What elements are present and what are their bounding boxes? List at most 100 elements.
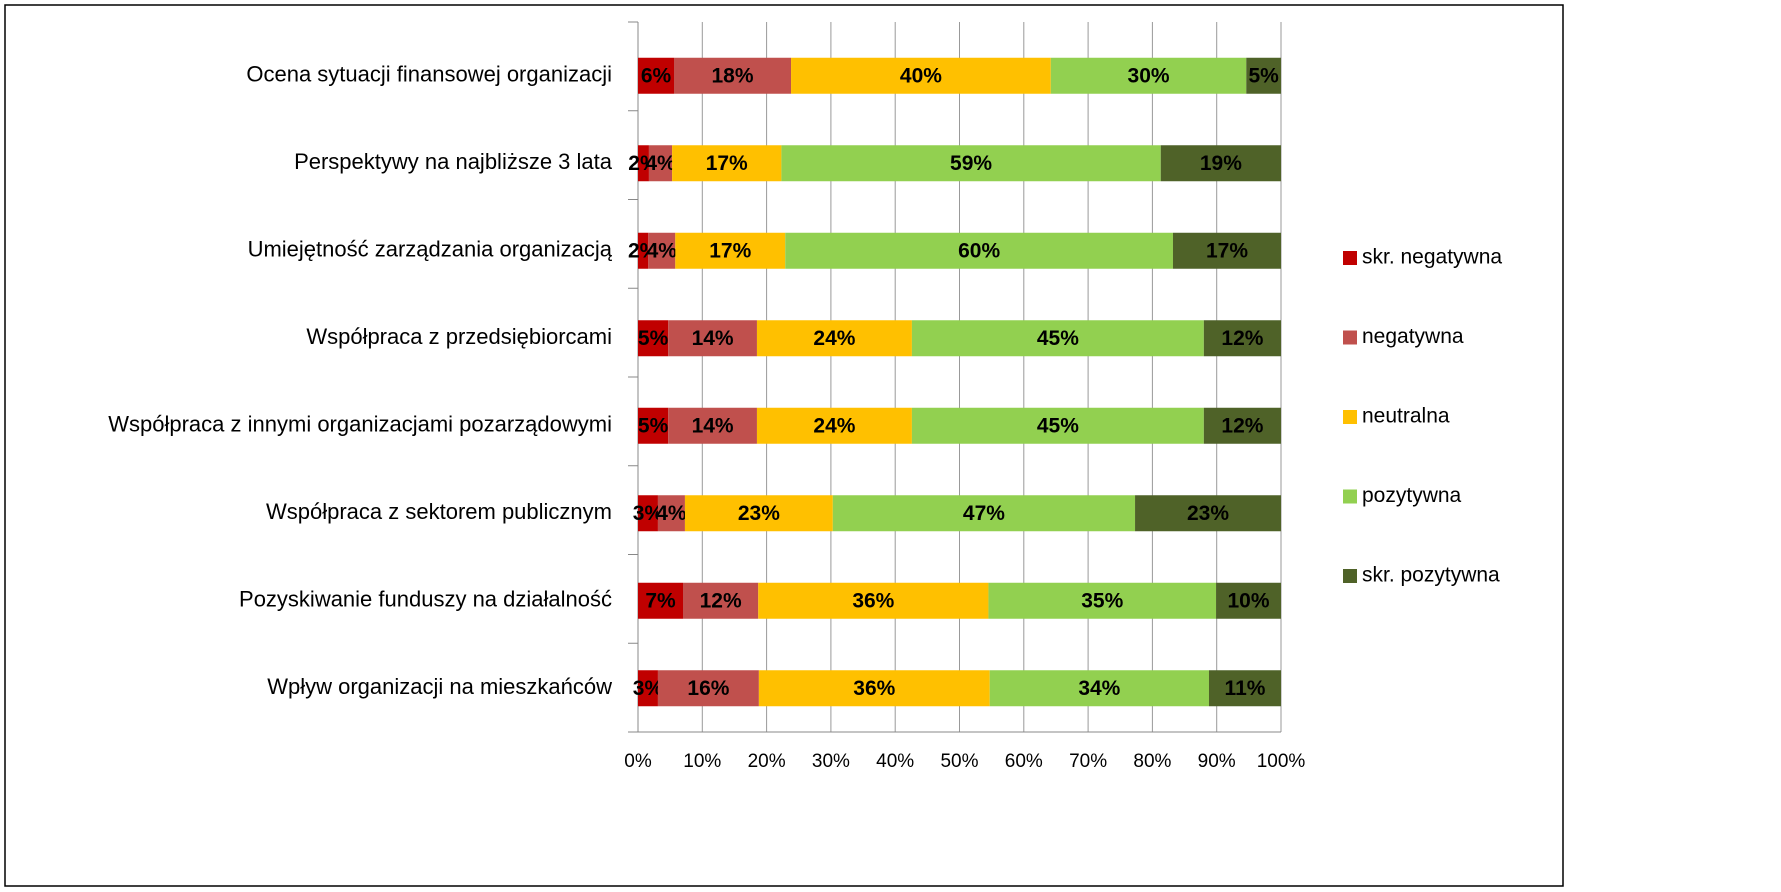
data-label: 17% [1206, 239, 1248, 262]
bar-segment [638, 670, 658, 707]
x-tick-label: 20% [748, 751, 786, 772]
x-tick-label: 0% [624, 751, 652, 772]
legend-swatch [1343, 251, 1357, 265]
y-tick-label: Wpływ organizacji na mieszkańców [267, 674, 612, 699]
legend-label: skr. negatywna [1362, 246, 1502, 269]
bar-segment [683, 582, 759, 619]
data-label: 24% [813, 327, 855, 350]
data-label: 47% [963, 502, 1005, 525]
data-label: 11% [1225, 677, 1266, 700]
x-tick-label: 50% [940, 751, 978, 772]
bar-segment [675, 232, 786, 269]
bar-segment [684, 495, 833, 532]
data-label: 24% [813, 414, 855, 437]
bar-segment [668, 407, 757, 444]
data-label: 40% [900, 64, 942, 87]
bar-segment [638, 320, 669, 357]
bar-segment [1246, 57, 1281, 94]
y-tick-label: Współpraca z przedsiębiorcami [306, 324, 612, 349]
y-tick-label: Współpraca z innymi organizacjami pozarz… [108, 412, 612, 437]
legend-label: negatywna [1362, 325, 1464, 348]
bar-segment [1216, 582, 1281, 619]
x-tick-label: 30% [812, 751, 850, 772]
data-label: 34% [1078, 677, 1120, 700]
bar-segment [648, 232, 676, 269]
bar-segment [781, 145, 1161, 182]
bar-segment [911, 320, 1204, 357]
data-label: 45% [1037, 327, 1079, 350]
data-label: 10% [1228, 589, 1270, 612]
bar-segment [638, 495, 658, 532]
bar-segment [785, 232, 1173, 269]
data-label: 12% [1221, 414, 1263, 437]
legend-swatch [1343, 569, 1357, 583]
bar-segment [911, 407, 1204, 444]
bar-segment [1203, 407, 1281, 444]
x-tick-label: 80% [1133, 751, 1171, 772]
data-label: 7% [645, 589, 676, 612]
data-label: 4% [656, 502, 687, 525]
legend-label: pozytywna [1362, 484, 1462, 507]
legend-label: skr. pozytywna [1362, 564, 1500, 587]
data-label: 12% [1221, 327, 1263, 350]
y-tick-label: Pozyskiwanie funduszy na działalność [239, 587, 612, 612]
data-label: 4% [645, 152, 676, 175]
x-tick-label: 60% [1005, 751, 1043, 772]
bar-segment [672, 145, 782, 182]
bar-segment [989, 670, 1209, 707]
y-tick-label: Współpraca z sektorem publicznym [266, 499, 612, 524]
data-label: 19% [1200, 152, 1242, 175]
data-label: 23% [738, 502, 780, 525]
legend-swatch [1343, 410, 1357, 424]
bar-segment [756, 320, 912, 357]
x-tick-label: 70% [1069, 751, 1107, 772]
bar-segment [668, 320, 757, 357]
data-label: 5% [638, 414, 669, 437]
data-label: 35% [1081, 589, 1123, 612]
bar-segment [648, 145, 673, 182]
bar-segment [638, 407, 669, 444]
data-label: 12% [700, 589, 742, 612]
x-tick-label: 90% [1198, 751, 1236, 772]
data-label: 17% [709, 239, 751, 262]
bar-segment [758, 582, 989, 619]
data-label: 45% [1037, 414, 1079, 437]
legend-swatch [1343, 489, 1357, 504]
y-tick-label: Umiejętność zarządzania organizacją [248, 237, 613, 262]
data-label: 18% [712, 64, 754, 87]
data-label: 36% [853, 677, 895, 700]
bar-segment [657, 495, 685, 532]
data-label: 30% [1128, 64, 1170, 87]
bar-segment [791, 57, 1051, 94]
bar-segment [638, 145, 649, 182]
bar-segment [638, 57, 675, 94]
bar-segment [758, 670, 990, 707]
data-label: 3% [633, 677, 664, 700]
bar-segment [674, 57, 792, 94]
data-label: 14% [692, 414, 734, 437]
data-label: 6% [641, 64, 672, 87]
legend-label: neutralna [1362, 405, 1450, 428]
bar-segment [988, 582, 1217, 619]
data-label: 16% [687, 677, 729, 700]
bar-segment [1050, 57, 1247, 94]
data-label: 14% [692, 327, 734, 350]
bar-segment [1203, 320, 1281, 357]
data-label: 60% [958, 239, 1000, 262]
data-label: 36% [852, 589, 894, 612]
data-label: 5% [638, 327, 669, 350]
bar-segment [638, 232, 649, 269]
bar-segment [1208, 670, 1281, 707]
data-label: 4% [647, 239, 678, 262]
y-tick-label: Ocena sytuacji finansowej organizacji [246, 62, 612, 87]
x-tick-label: 10% [683, 751, 721, 772]
bar-segment [1160, 145, 1281, 182]
bar-segment [638, 582, 684, 619]
x-tick-label: 40% [876, 751, 914, 772]
x-tick-label: 100% [1257, 751, 1306, 772]
data-label: 3% [633, 502, 664, 525]
bar-segment [1172, 232, 1281, 269]
legend-swatch [1343, 330, 1357, 345]
data-label: 5% [1248, 64, 1279, 87]
